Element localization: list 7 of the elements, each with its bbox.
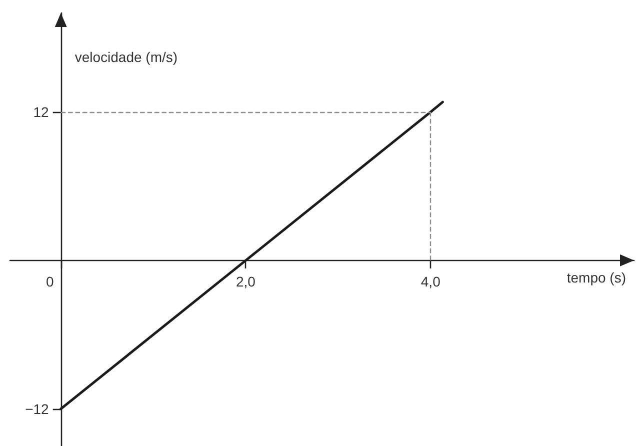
y-tick-label: 12 xyxy=(33,104,50,120)
x-tick-label: 2,0 xyxy=(236,273,256,290)
x-axis-title: tempo (s) xyxy=(566,269,626,286)
x-tick-label: 4,0 xyxy=(420,273,441,290)
x-tick-label: 0 xyxy=(46,273,54,290)
y-axis-title: velocidade (m/s) xyxy=(74,49,178,65)
y-tick-label: −12 xyxy=(25,400,50,417)
